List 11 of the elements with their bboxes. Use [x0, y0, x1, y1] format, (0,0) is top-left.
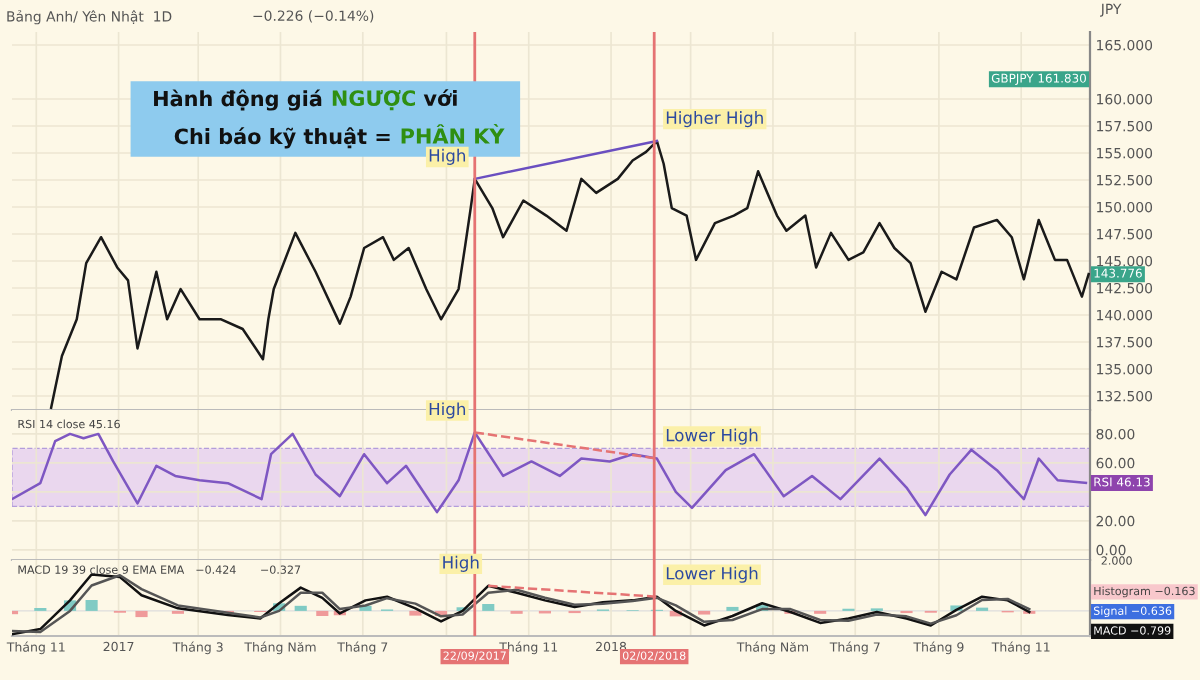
annotation: PHÂN KỲ — [401, 124, 505, 144]
annotation: Lower High — [666, 566, 758, 583]
annotation: với — [423, 89, 457, 107]
annotation: Lower High — [666, 428, 758, 445]
annotation: NGƯỢC — [332, 89, 415, 111]
annotation: Chi báo kỹ thuật = — [174, 127, 390, 149]
annotation: Hành động giá — [154, 89, 322, 111]
annotation: High — [429, 402, 466, 419]
annotation: Higher High — [666, 111, 763, 128]
annotation: High — [429, 148, 466, 165]
annotation: High — [443, 555, 479, 572]
